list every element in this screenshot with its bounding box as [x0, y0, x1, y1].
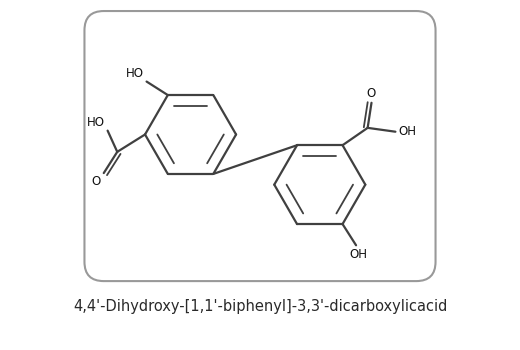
- Text: O: O: [92, 175, 101, 188]
- Text: HO: HO: [125, 66, 144, 80]
- Text: OH: OH: [398, 125, 417, 138]
- Text: O: O: [367, 87, 376, 100]
- Text: 4,4'-Dihydroxy-[1,1'-biphenyl]-3,3'-dicarboxylicacid: 4,4'-Dihydroxy-[1,1'-biphenyl]-3,3'-dica…: [73, 299, 447, 314]
- Text: OH: OH: [349, 248, 367, 261]
- Text: HO: HO: [86, 116, 105, 129]
